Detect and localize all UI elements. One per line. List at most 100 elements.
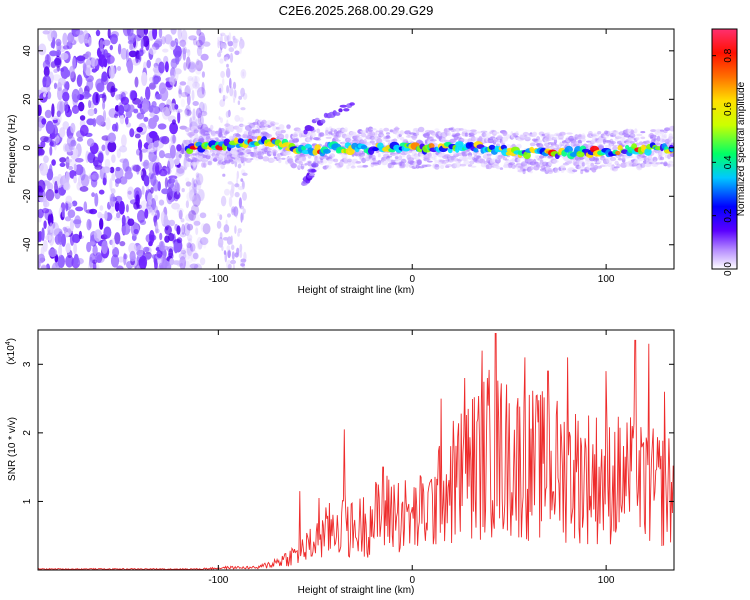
noise-blob <box>234 252 239 258</box>
colorbar-tick-label: 0.0 <box>723 262 734 276</box>
noise-blob <box>118 104 125 116</box>
ridge-halo <box>401 162 406 168</box>
noise-blob <box>124 170 133 180</box>
noise-blob <box>227 249 231 259</box>
ridge-halo <box>227 128 232 133</box>
ridge-halo <box>416 159 422 166</box>
ridge-halo <box>574 134 579 140</box>
noise-blob <box>237 163 242 169</box>
noise-blob <box>218 116 221 120</box>
noise-blob <box>218 83 224 94</box>
noise-blob <box>191 210 196 222</box>
noise-blob <box>193 263 202 269</box>
noise-blob <box>43 92 46 98</box>
ridge-halo <box>362 164 369 168</box>
ridge-halo <box>215 137 219 140</box>
noise-blob <box>148 46 157 55</box>
noise-blob <box>51 222 60 237</box>
noise-blob <box>82 90 91 100</box>
noise-blob <box>234 114 240 122</box>
ridge-halo <box>430 156 434 159</box>
ridge-halo <box>371 128 377 131</box>
noise-blob <box>179 39 187 47</box>
noise-blob <box>220 34 223 45</box>
noise-blob <box>76 74 83 87</box>
branch-blob <box>308 126 315 132</box>
spectrogram-panel: -100 0 100 -40 -20 0 20 40 Height of straight … <box>7 28 675 296</box>
noise-blob <box>239 250 243 258</box>
noise-blob <box>72 219 82 225</box>
noise-blob <box>88 100 92 109</box>
ridge-halo <box>581 162 586 167</box>
noise-blob <box>200 110 208 117</box>
noise-blob <box>200 223 206 233</box>
noise-blob <box>65 195 73 204</box>
ridge-halo <box>601 164 608 167</box>
noise-blob <box>95 252 103 264</box>
snr-y-axis-label: SNR (10 * v/v) <box>7 417 18 481</box>
noise-blob <box>217 39 221 49</box>
ridge-halo <box>186 161 192 167</box>
ridge-halo <box>502 131 508 135</box>
noise-blob <box>164 225 172 236</box>
noise-blob <box>195 107 203 119</box>
noise-blob <box>99 39 104 52</box>
noise-blob <box>38 144 43 157</box>
ridge-halo <box>373 132 378 136</box>
ridge-halo <box>205 136 211 142</box>
ridge-halo <box>611 144 619 147</box>
colorbar-ticks: 0.0 0.2 0.4 0.6 0.8 <box>712 48 734 276</box>
noise-blob <box>242 208 246 215</box>
ridge-halo <box>529 170 533 174</box>
ridge-halo <box>480 130 488 133</box>
ridge-halo <box>528 166 534 171</box>
noise-blob <box>193 213 201 227</box>
noise-blob <box>141 148 148 153</box>
noise-blob <box>49 50 58 57</box>
noise-blob <box>38 43 47 56</box>
noise-blob <box>46 91 52 100</box>
ridge-halo <box>210 124 214 130</box>
noise-blob <box>99 205 104 211</box>
noise-blob <box>39 162 49 176</box>
noise-blob <box>110 254 120 268</box>
noise-blob <box>182 48 187 61</box>
ridge-halo <box>470 129 477 133</box>
noise-blob <box>231 244 235 251</box>
ridge-halo <box>390 159 396 163</box>
noise-blob <box>132 164 142 172</box>
ridge-halo <box>216 151 221 155</box>
noise-blob <box>185 213 194 222</box>
snr-x-axis-label: Height of straight line (km) <box>298 585 415 596</box>
noise-blob <box>48 209 52 215</box>
noise-blob <box>218 236 224 248</box>
noise-blob <box>59 101 63 115</box>
ridge-halo <box>634 128 638 134</box>
ridge-halo <box>293 133 298 138</box>
noise-blob <box>129 90 135 101</box>
noise-blob <box>226 67 231 79</box>
noise-blob <box>54 55 62 68</box>
ridge-halo <box>603 134 610 138</box>
ridge-core <box>615 150 621 156</box>
ridge-halo <box>591 169 597 173</box>
noise-blob <box>229 77 232 89</box>
noise-blob <box>197 112 202 125</box>
ridge-halo <box>234 151 238 156</box>
ridge-halo <box>613 134 617 138</box>
ridge-halo <box>269 159 276 162</box>
noise-blob <box>114 195 123 204</box>
ridge-halo <box>197 159 202 162</box>
ridge-halo <box>316 128 321 134</box>
noise-blob <box>234 183 240 188</box>
noise-blob <box>59 162 66 167</box>
ridge-halo <box>399 136 405 141</box>
ridge-halo <box>337 133 342 137</box>
ridge-halo <box>313 137 320 141</box>
ridge-halo <box>250 157 254 161</box>
ridge-halo <box>398 155 403 161</box>
noise-blob <box>193 220 201 226</box>
noise-blob <box>183 260 191 269</box>
colorbar-tick-label: 0.2 <box>723 208 734 222</box>
ridge-halo <box>260 127 268 131</box>
